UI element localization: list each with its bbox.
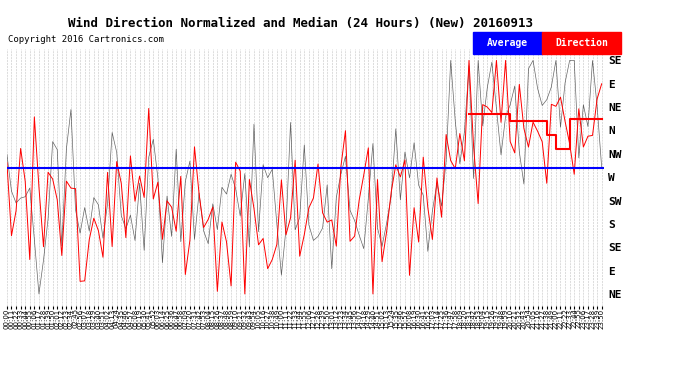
Text: Direction: Direction xyxy=(555,38,608,48)
Text: Average: Average xyxy=(486,38,528,48)
Text: Copyright 2016 Cartronics.com: Copyright 2016 Cartronics.com xyxy=(8,35,164,44)
Text: Wind Direction Normalized and Median (24 Hours) (New) 20160913: Wind Direction Normalized and Median (24… xyxy=(68,17,533,30)
